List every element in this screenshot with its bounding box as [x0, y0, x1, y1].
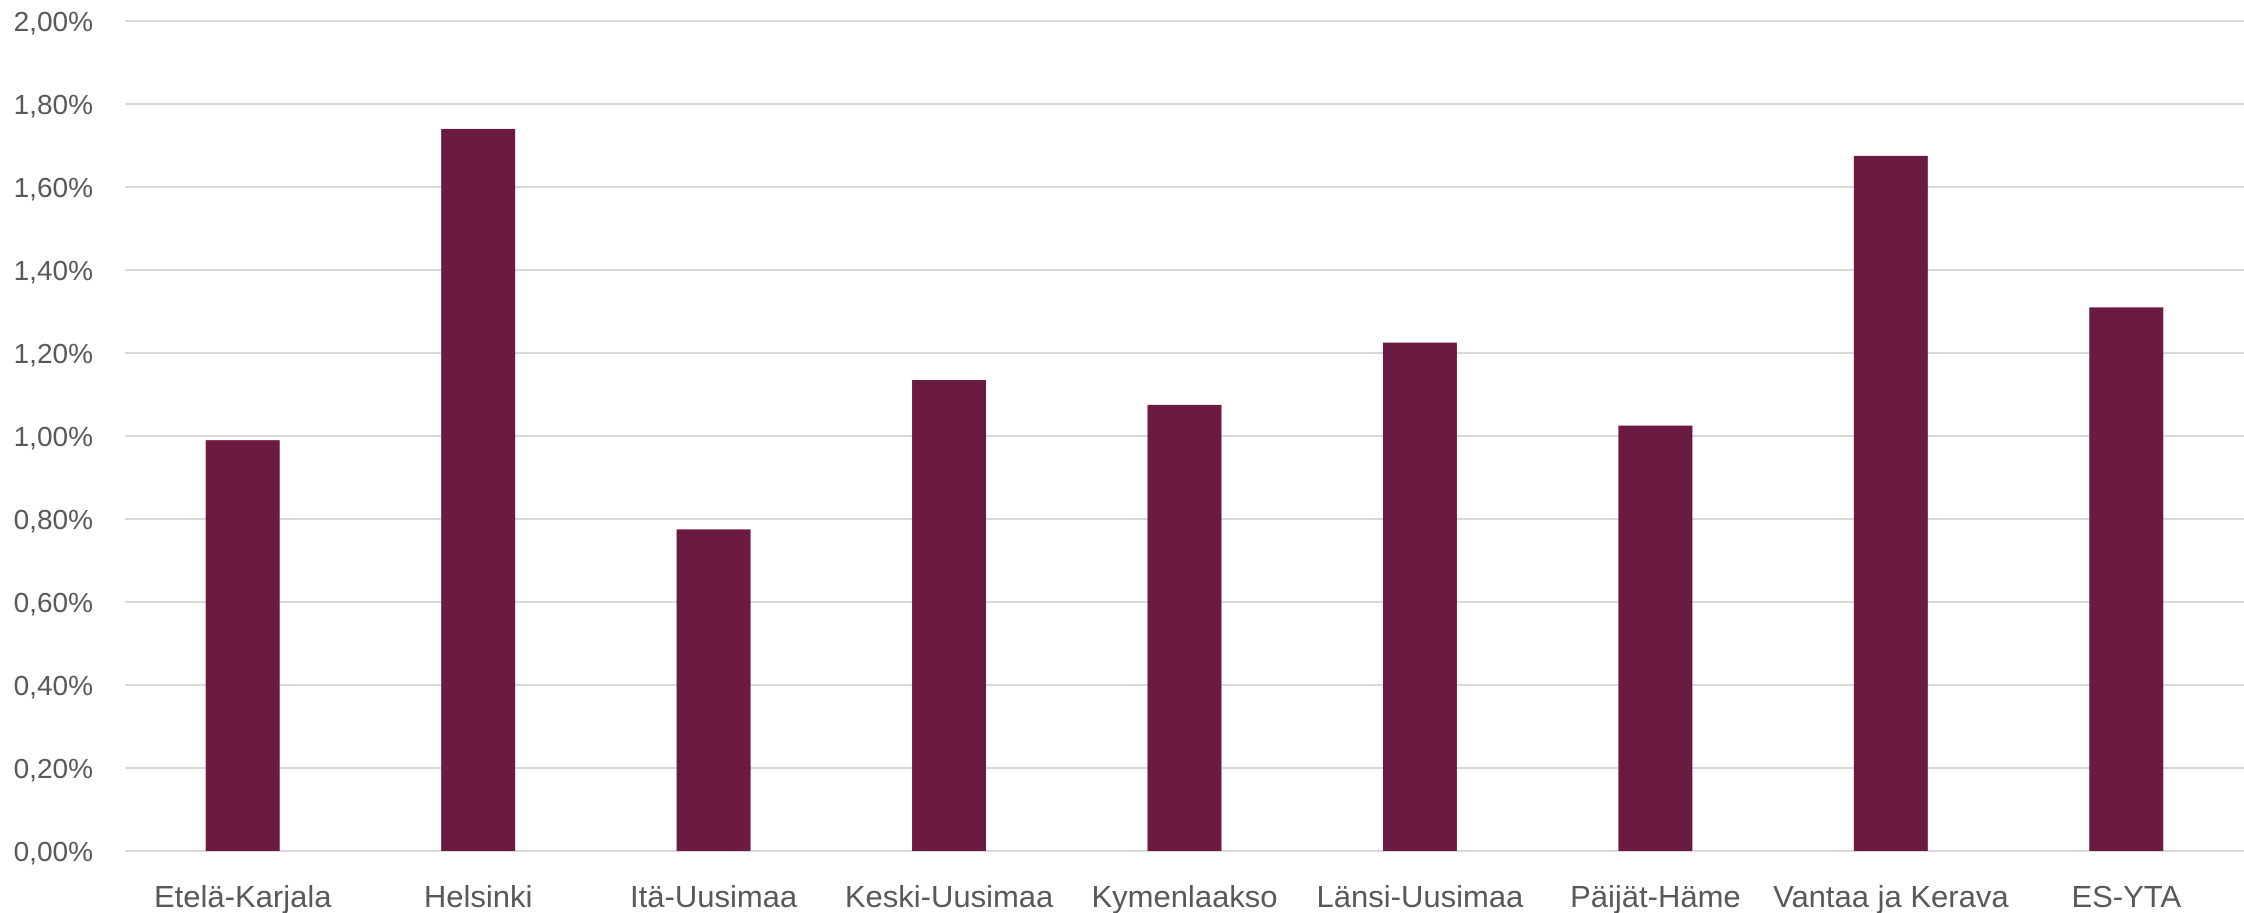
bar — [1618, 425, 1693, 851]
bars — [205, 128, 2164, 852]
y-tick-label: 0,00% — [14, 836, 93, 867]
x-category-label: Vantaa ja Kerava — [1773, 879, 2009, 913]
x-category-label: Länsi-Uusimaa — [1317, 879, 1525, 913]
bar — [676, 529, 751, 851]
bar — [441, 128, 516, 851]
bar — [2089, 307, 2164, 852]
x-category-label: Keski-Uusimaa — [845, 879, 1054, 913]
y-tick-label: 0,20% — [14, 753, 93, 784]
x-axis-category-labels: Etelä-Karjala Helsinki Itä-Uusimaa Keski-Uu… — [154, 879, 2181, 913]
y-tick-label: 0,80% — [14, 504, 93, 535]
y-tick-label: 1,20% — [14, 338, 93, 369]
y-tick-label: 1,60% — [14, 172, 93, 203]
bar — [912, 379, 987, 851]
x-category-label: Itä-Uusimaa — [630, 879, 798, 913]
y-tick-label: 0,40% — [14, 670, 93, 701]
x-category-label: Etelä-Karjala — [154, 879, 332, 913]
y-tick-label: 1,40% — [14, 255, 93, 286]
x-category-label: ES-YTA — [2071, 879, 2181, 913]
x-category-label: Päijät-Häme — [1570, 879, 1741, 913]
bar — [1853, 155, 1928, 851]
bar — [1147, 404, 1222, 851]
y-axis-tick-labels: 0,00% 0,20% 0,40% 0,60% 0,80% 1,00% 1,20% 1,40%… — [14, 6, 93, 867]
bar — [1382, 342, 1457, 851]
y-tick-label: 1,00% — [14, 421, 93, 452]
y-tick-label: 1,80% — [14, 89, 93, 120]
y-tick-label: 2,00% — [14, 6, 93, 37]
bar — [205, 440, 280, 851]
y-tick-label: 0,60% — [14, 587, 93, 618]
x-category-label: Kymenlaakso — [1091, 879, 1277, 913]
x-category-label: Helsinki — [424, 879, 533, 913]
